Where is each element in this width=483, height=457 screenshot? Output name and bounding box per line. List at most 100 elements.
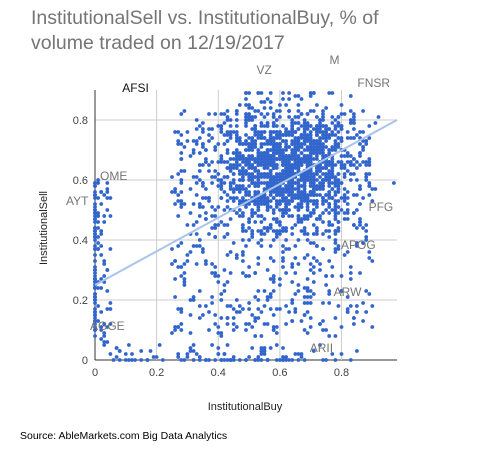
scatter-point [299, 142, 304, 146]
scatter-point [154, 355, 159, 359]
scatter-point [296, 190, 301, 194]
scatter-point [96, 211, 100, 215]
scatter-point [256, 172, 261, 176]
scatter-point [250, 115, 255, 119]
scatter-point [247, 322, 252, 326]
scatter-point [324, 136, 328, 140]
y-tick-label: 0.4 [73, 235, 88, 247]
scatter-point [102, 334, 107, 338]
scatter-point [315, 202, 319, 206]
scatter-point [173, 202, 178, 206]
scatter-point [253, 199, 258, 203]
scatter-point [93, 265, 97, 269]
scatter-point [345, 250, 350, 254]
scatter-point [302, 124, 307, 128]
scatter-point [321, 196, 325, 200]
scatter-point [222, 208, 227, 212]
scatter-point [268, 199, 273, 203]
scatter-point [237, 139, 242, 143]
scatter-point [318, 145, 322, 149]
scatter-point [333, 208, 338, 212]
scatter-point [105, 208, 110, 212]
scatter-point [348, 265, 353, 269]
scatter-point [250, 163, 255, 167]
scatter-point [256, 214, 261, 218]
scatter-point [93, 205, 97, 209]
scatter-point [259, 229, 264, 233]
scatter-point [244, 193, 248, 197]
scatter-point [268, 193, 273, 197]
scatter-point [333, 202, 338, 206]
scatter-point [305, 238, 310, 242]
scatter-point [256, 199, 261, 203]
scatter-point [318, 124, 322, 128]
scatter-point [194, 232, 199, 236]
scatter-point [262, 154, 267, 158]
scatter-point [327, 301, 332, 305]
scatter-point [327, 196, 332, 200]
scatter-point [93, 277, 97, 281]
scatter-point [296, 262, 301, 266]
scatter-point [259, 133, 264, 137]
scatter-point [259, 136, 264, 140]
scatter-point [256, 316, 261, 320]
scatter-point [207, 358, 211, 362]
scatter-point [204, 262, 208, 266]
scatter-point [293, 256, 298, 260]
scatter-point [290, 118, 295, 122]
scatter-point [123, 358, 128, 362]
scatter-point [367, 124, 372, 128]
scatter-point [284, 142, 288, 146]
scatter-point [345, 208, 350, 212]
scatter-point [355, 241, 359, 245]
scatter-point [96, 241, 100, 245]
scatter-point [361, 130, 365, 134]
scatter-point [358, 130, 362, 134]
scatter-point [284, 190, 288, 194]
scatter-point [321, 187, 325, 191]
scatter-point [244, 142, 248, 146]
scatter-point [348, 277, 353, 281]
scatter-point [265, 229, 270, 233]
scatter-point [290, 178, 295, 182]
scatter-point [308, 142, 313, 146]
scatter-point [308, 199, 313, 203]
scatter-point [302, 313, 307, 317]
scatter-point [268, 106, 273, 110]
scatter-point [330, 157, 335, 161]
scatter-point [176, 265, 181, 269]
scatter-point [219, 157, 224, 161]
scatter-point [305, 331, 310, 335]
scatter-point [194, 181, 199, 185]
scatter-point [274, 325, 279, 329]
scatter-point [333, 148, 338, 152]
scatter-point [284, 358, 288, 362]
scatter-point [93, 244, 97, 248]
scatter-point [321, 319, 325, 323]
scatter-point [237, 310, 242, 314]
scatter-point [216, 280, 221, 284]
scatter-point [302, 187, 307, 191]
scatter-point [271, 181, 276, 185]
scatter-point [345, 190, 350, 194]
scatter-point [358, 220, 362, 224]
x-tick-label: 0.4 [211, 367, 226, 379]
scatter-point [352, 316, 356, 320]
scatter-point [284, 322, 288, 326]
scatter-point [179, 190, 184, 194]
scatter-point [345, 154, 350, 158]
scatter-point [191, 298, 196, 302]
scatter-point [250, 118, 255, 122]
scatter-point [253, 145, 258, 149]
scatter-point [278, 178, 282, 182]
scatter-point [111, 358, 116, 362]
scatter-point [234, 187, 239, 191]
scatter-point [333, 133, 338, 137]
scatter-point [93, 259, 97, 263]
annotation-m: M [329, 53, 339, 67]
scatter-point [274, 190, 279, 194]
scatter-point [308, 160, 313, 164]
scatter-point [278, 277, 282, 281]
scatter-point [333, 175, 338, 179]
scatter-point [284, 202, 288, 206]
